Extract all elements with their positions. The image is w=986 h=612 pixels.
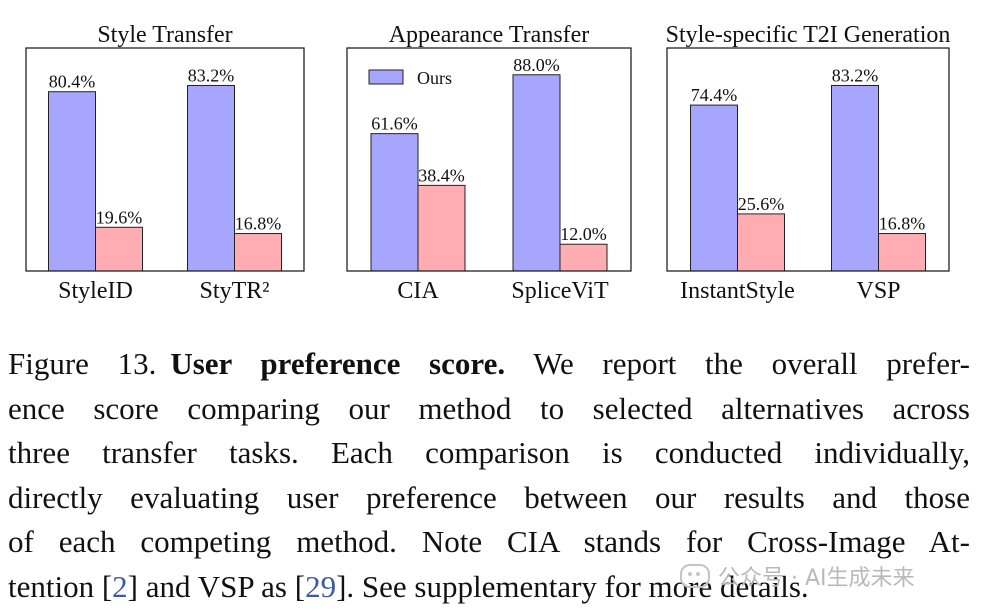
bar-ours-stytr — [187, 84, 235, 272]
watermark: 公众号 · AI生成未来 — [680, 560, 915, 592]
caption-line-4: directly evaluating user preference betw… — [8, 479, 970, 515]
figure-label: Figure 13. — [8, 346, 157, 381]
bar-competitor-cia — [417, 184, 466, 272]
plot-frame — [346, 47, 632, 272]
value-label-ours-splicevit: 88.0% — [513, 55, 560, 75]
value-label-competitor-styleid: 19.6% — [96, 207, 143, 227]
bar-ours-vsp — [831, 84, 879, 272]
chart-svg: Style Transfer 80.4% 19.6% StyleID 83.2% 16.8… — [25, 22, 951, 304]
value-label-competitor-instantstyle: 25.6% — [738, 194, 785, 214]
bar-ours-instantstyle — [690, 104, 738, 272]
figure-caption: Figure 13. User preference score. We repo… — [8, 342, 970, 609]
panel-title: Appearance Transfer — [389, 22, 590, 48]
value-label-competitor-splicevit: 12.0% — [560, 224, 607, 244]
wechat-icon — [680, 564, 710, 588]
category-label-styleid: StyleID — [58, 278, 133, 304]
value-label-ours-styleid: 80.4% — [49, 72, 96, 92]
caption-line-2: ence score comparing our method to selec… — [8, 390, 970, 426]
bar-ours-cia — [370, 133, 419, 272]
caption-text-6c: ]. See supplementary for more details. — [336, 568, 809, 604]
value-label-ours-stytr: 83.2% — [188, 65, 235, 85]
category-label-stytr: StyTR² — [200, 278, 270, 304]
plot-frame — [25, 47, 305, 272]
value-label-ours-instantstyle: 74.4% — [691, 85, 738, 105]
caption-title: User preference score. — [170, 346, 506, 381]
plot-frame — [666, 47, 950, 272]
caption-text-1: We report the overall prefer- — [533, 346, 970, 381]
caption-line-3: three transfer tasks. Each comparison is… — [8, 435, 970, 470]
bar-competitor-styleid — [95, 226, 143, 272]
figure-13-chart: Style Transfer 80.4% 19.6% StyleID 83.2% 16.8… — [25, 22, 951, 304]
bar-competitor-instantstyle — [737, 213, 785, 272]
category-label-vsp: VSP — [856, 278, 900, 304]
caption-line-1: Figure 13. User preference score. We repo… — [8, 342, 970, 387]
panel-title: Style-specific T2I Generation — [666, 22, 951, 48]
citation-link-2[interactable]: 2 — [112, 568, 128, 604]
category-label-instantstyle: InstantStyle — [680, 278, 795, 304]
caption-text-6a: tention [ — [8, 568, 113, 604]
bar-competitor-stytr — [234, 233, 282, 272]
panel-style-transfer: Style Transfer 80.4% 19.6% StyleID 83.2% 16.8… — [25, 22, 305, 304]
value-label-ours-vsp: 83.2% — [832, 65, 879, 85]
value-label-ours-cia: 61.6% — [371, 114, 418, 134]
legend: Ours — [368, 68, 452, 88]
value-label-competitor-vsp: 16.8% — [879, 214, 926, 234]
panel-appearance-transfer: Appearance Transfer 61.6% 38.4% CIA 88.0% 12.… — [346, 22, 632, 304]
watermark-text: 公众号 · AI生成未来 — [718, 566, 915, 591]
category-label-cia: CIA — [397, 278, 439, 304]
bar-ours-styleid — [48, 91, 96, 272]
panel-style-specific-t2i-generation: Style-specific T2I Generation 74.4% 25.6% I… — [666, 22, 951, 304]
category-label-splicevit: SpliceViT — [511, 278, 609, 304]
caption-line-6: tention [2] and VSP as [29]. See supplem… — [8, 565, 970, 610]
bar-competitor-vsp — [878, 233, 926, 272]
legend-label-ours: Ours — [417, 68, 452, 88]
legend-swatch-ours — [368, 69, 404, 85]
caption-text-6b: ] and VSP as [ — [127, 568, 306, 604]
panel-title: Style Transfer — [97, 22, 232, 48]
bar-competitor-splicevit — [559, 243, 608, 272]
value-label-competitor-stytr: 16.8% — [235, 214, 282, 234]
bar-ours-splicevit — [512, 74, 561, 272]
citation-link-29[interactable]: 29 — [305, 568, 337, 604]
caption-line-5: of each competing method. Note CIA stand… — [8, 524, 970, 559]
value-label-competitor-cia: 38.4% — [418, 165, 465, 185]
